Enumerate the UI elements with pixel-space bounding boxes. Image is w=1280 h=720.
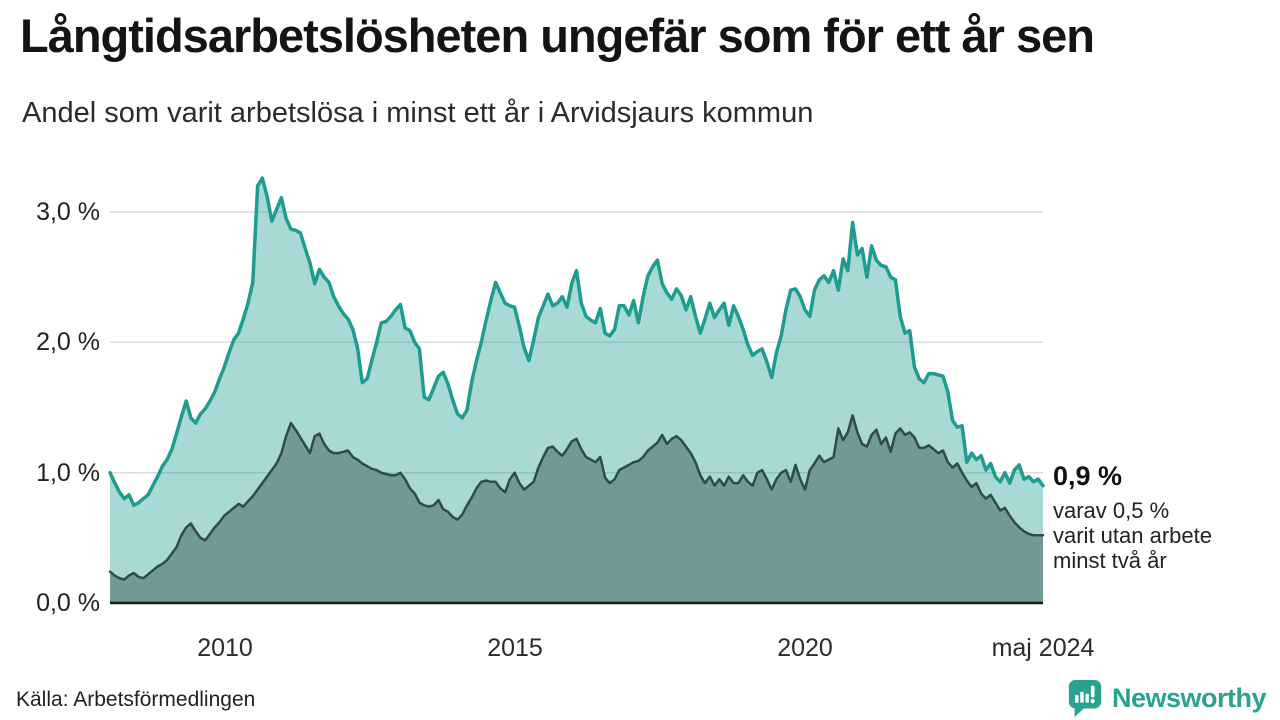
x-axis-tick-2010: 2010 — [197, 634, 253, 662]
y-axis-tick-2: 2,0 % — [36, 328, 100, 356]
newsworthy-bubble-icon — [1068, 679, 1102, 717]
end-value-subline-3: minst två år — [1053, 548, 1167, 573]
page-title: Långtidsarbetslösheten ungefär som för e… — [20, 9, 1095, 62]
y-axis-tick-0: 0,0 % — [36, 589, 100, 617]
x-axis-tick-2015: 2015 — [487, 634, 543, 662]
x-axis-tick-2020: 2020 — [777, 634, 833, 662]
newsworthy-logo: Newsworthy — [1066, 678, 1267, 718]
chart-subtitle: Andel som varit arbetslösa i minst ett å… — [22, 97, 814, 129]
newsworthy-logo-text: Newsworthy — [1111, 682, 1267, 713]
x-axis-tick-maj-2024: maj 2024 — [991, 634, 1095, 662]
y-axis-tick-1: 1,0 % — [36, 459, 100, 487]
y-axis-tick-3: 3,0 % — [36, 198, 100, 226]
source-note: Källa: Arbetsförmedlingen — [16, 688, 256, 711]
end-value-total: 0,9 % — [1053, 461, 1123, 491]
end-value-subline-2: varit utan arbete — [1053, 523, 1212, 548]
end-value-subline-1: varav 0,5 % — [1053, 498, 1170, 523]
end-value-annotation: 0,9 % varav 0,5 % varit utan arbete mins… — [1053, 460, 1278, 573]
